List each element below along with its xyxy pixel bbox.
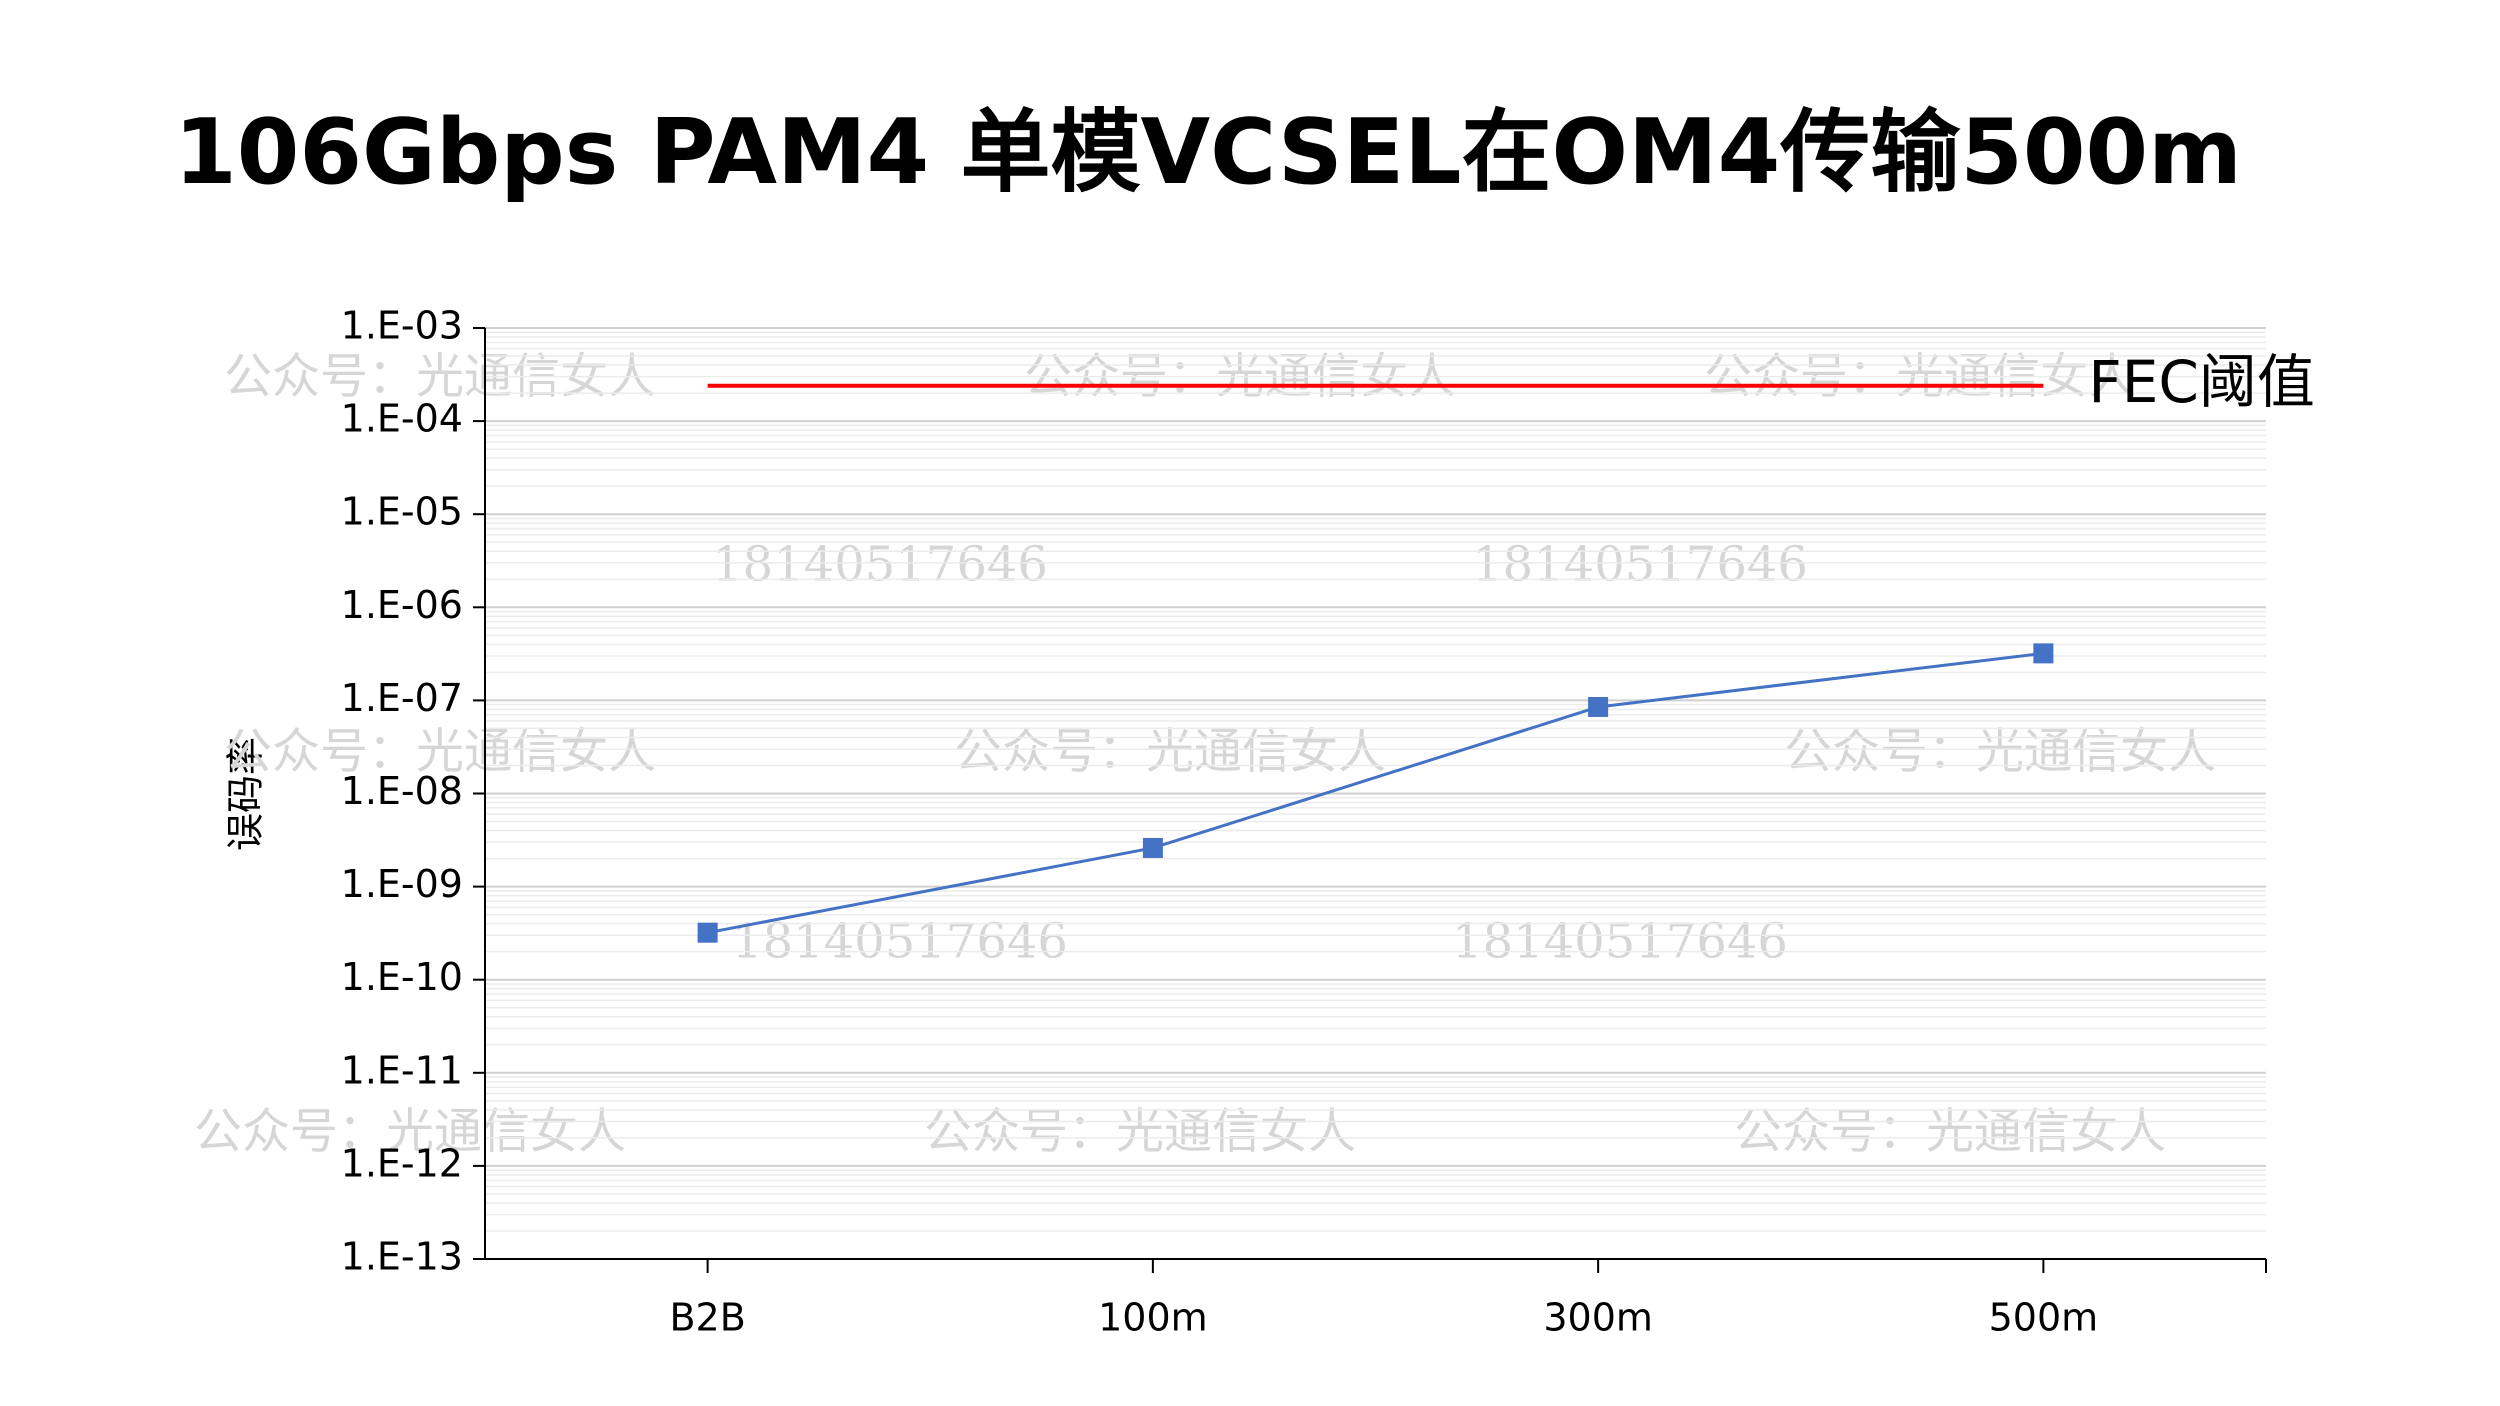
y-tick-label: 1.E-12 <box>341 1141 463 1185</box>
y-tick-label: 1.E-03 <box>341 304 463 348</box>
series-label: FEC阈值 <box>2088 348 2315 416</box>
series-line <box>707 651 2044 935</box>
y-tick-label: 1.E-08 <box>341 769 463 813</box>
y-tick-label: 1.E-04 <box>341 397 463 441</box>
marker <box>2033 643 2054 664</box>
y-tick-label: 1.E-06 <box>341 583 463 627</box>
watermark: 公众号：光通信女人 <box>224 724 656 780</box>
marker <box>1588 696 1609 717</box>
chart-title: 106Gbps PAM4 单模VCSEL在OM4传输500m <box>174 100 2242 205</box>
watermark: 公众号：光通信女人 <box>194 1104 626 1160</box>
marker <box>1142 837 1163 858</box>
y-tick-label: 1.E-11 <box>341 1048 463 1092</box>
y-tick-label: 1.E-07 <box>341 676 463 720</box>
x-tick-label: B2B <box>669 1296 745 1340</box>
y-tick-label: 1.E-13 <box>341 1235 463 1279</box>
y-tick-label: 1.E-05 <box>341 490 463 534</box>
y-tick-label: 1.E-10 <box>341 955 463 999</box>
watermark: 18140517646 <box>732 914 1068 970</box>
watermark: 公众号：光通信女人 <box>1784 724 2216 780</box>
x-tick-label: 100m <box>1098 1296 1208 1340</box>
watermark: 18140517646 <box>1452 914 1788 970</box>
y-axis-label: 误码率 <box>224 737 268 851</box>
watermark: 公众号：光通信女人 <box>954 724 1386 780</box>
watermark: 公众号：光通信女人 <box>1734 1104 2166 1160</box>
y-tick-label: 1.E-09 <box>341 862 463 906</box>
watermark: 公众号：光通信女人 <box>924 1104 1356 1160</box>
x-tick-label: 300m <box>1543 1296 1653 1340</box>
watermark: 18140517646 <box>712 537 1048 593</box>
watermark: 18140517646 <box>1472 537 1808 593</box>
marker <box>697 922 718 943</box>
x-tick-label: 500m <box>1989 1296 2099 1340</box>
